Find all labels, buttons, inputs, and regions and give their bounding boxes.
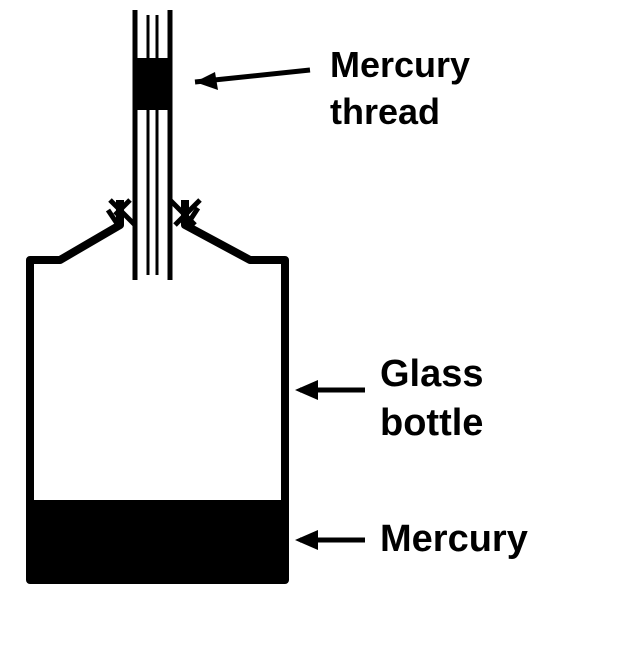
label-glass-bottle-l2: bottle bbox=[380, 402, 483, 444]
thermometer-diagram: Mercury thread Glass bottle Mercury bbox=[0, 0, 644, 671]
arrow-glass-bottle bbox=[295, 380, 365, 400]
label-glass-bottle: Glass bottle bbox=[380, 350, 484, 449]
label-glass-bottle-l1: Glass bbox=[380, 353, 484, 395]
label-mercury-thread-l1: Mercury bbox=[330, 44, 470, 85]
label-mercury-text: Mercury bbox=[380, 518, 528, 560]
label-mercury: Mercury bbox=[380, 515, 528, 564]
arrow-mercury-thread bbox=[195, 70, 310, 90]
arrow-mercury bbox=[295, 530, 365, 550]
label-mercury-thread: Mercury thread bbox=[330, 42, 470, 136]
label-mercury-thread-l2: thread bbox=[330, 91, 440, 132]
mercury-fill bbox=[30, 500, 285, 580]
diagram-svg bbox=[0, 0, 644, 671]
mercury-thread bbox=[135, 58, 170, 110]
